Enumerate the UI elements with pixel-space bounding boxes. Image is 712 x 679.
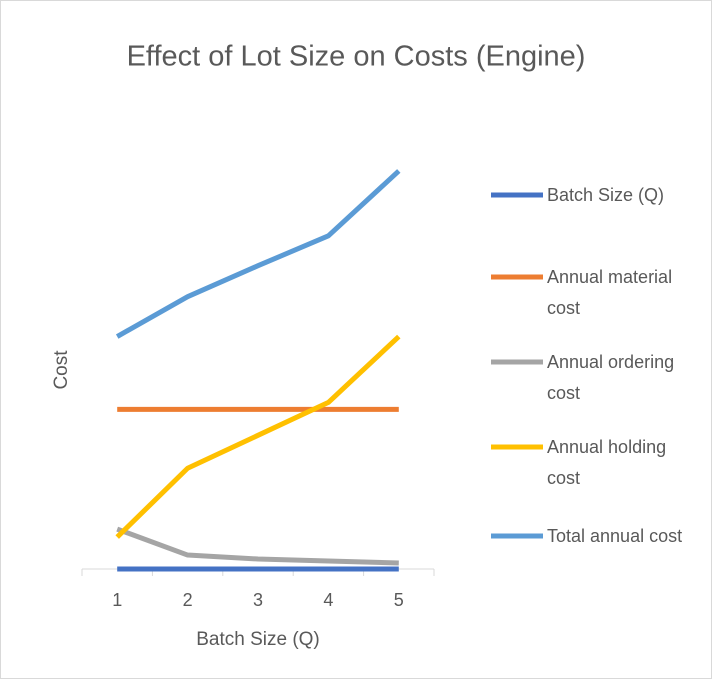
x-tick-label: 4 <box>323 590 333 610</box>
x-tick-label: 2 <box>183 590 193 610</box>
chart-title: Effect of Lot Size on Costs (Engine) <box>127 41 586 73</box>
series-line <box>116 526 399 566</box>
legend-label: Annual holding cost <box>547 436 667 488</box>
x-tick-label: 3 <box>253 590 263 610</box>
legend-label: Batch Size (Q) <box>547 184 665 205</box>
y-axis-title: Cost <box>51 350 72 390</box>
x-tick-label: 5 <box>394 590 404 610</box>
legend-label: Annual ordering cost <box>547 351 675 403</box>
x-axis-title: Batch Size (Q) <box>196 629 320 650</box>
legend-label: Annual material cost <box>547 266 673 318</box>
legend-label: Total annual cost <box>547 525 683 546</box>
series-line <box>115 334 401 539</box>
series-line <box>115 169 401 339</box>
x-tick-label: 1 <box>112 590 122 610</box>
